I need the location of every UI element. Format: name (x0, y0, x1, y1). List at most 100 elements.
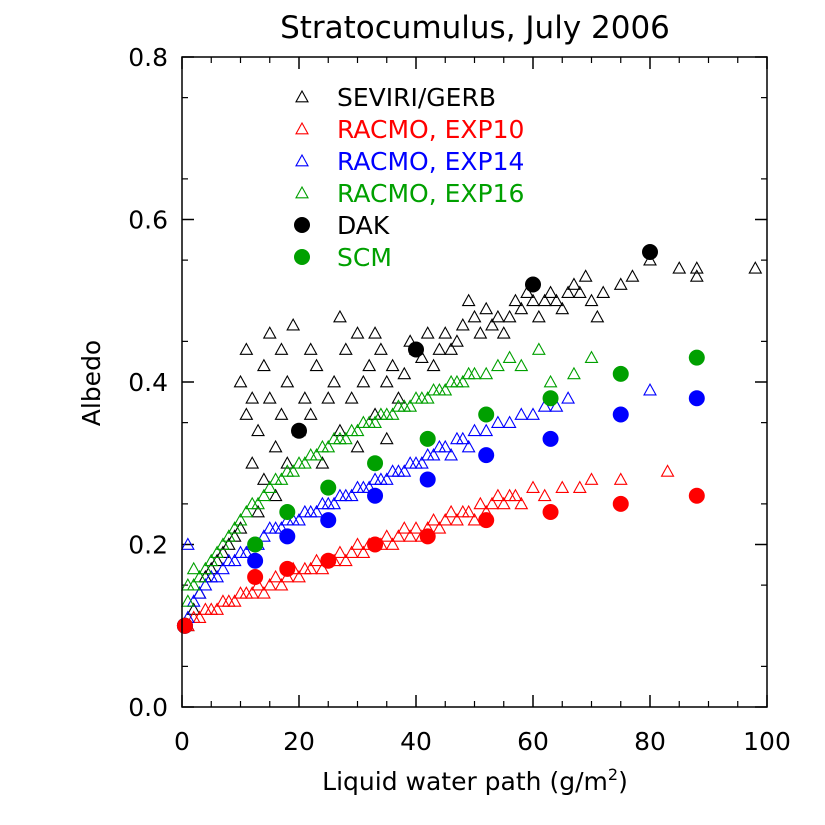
point-racmo-exp16 (409, 391, 423, 404)
point-racmo-exp10 (467, 512, 482, 526)
point-seviri-gerb (385, 358, 400, 372)
point-racmo-exp10 (239, 586, 254, 599)
point-seviri-gerb (262, 391, 277, 404)
point-scm-exp14 (247, 552, 264, 569)
point-racmo-exp10 (537, 488, 552, 502)
point-racmo-exp16 (227, 521, 242, 534)
point-scm-exp10 (688, 487, 705, 504)
point-seviri-gerb (455, 317, 470, 331)
point-seviri-gerb (414, 350, 429, 363)
point-racmo-exp16 (286, 464, 301, 477)
point-dak (642, 244, 658, 260)
point-racmo-exp10 (584, 472, 599, 485)
point-racmo-exp10 (514, 496, 529, 510)
point-racmo-exp14 (432, 439, 447, 453)
point-racmo-exp14 (420, 447, 435, 461)
point-seviri-gerb (309, 358, 324, 372)
point-seviri-gerb (397, 366, 412, 380)
point-racmo-exp10 (198, 602, 213, 615)
point-seviri-gerb (549, 293, 564, 307)
point-racmo-exp16 (333, 431, 347, 445)
point-seviri-gerb (274, 342, 289, 355)
point-racmo-exp16 (297, 456, 312, 469)
x-tick-label: 40 (400, 727, 432, 756)
x-tick-label: 20 (283, 727, 315, 756)
point-seviri-gerb (426, 358, 441, 372)
point-seviri-gerb (526, 293, 540, 307)
point-scm-exp14 (367, 487, 384, 504)
point-racmo-exp10 (485, 496, 499, 510)
point-scm-exp10 (478, 512, 495, 529)
legend-label-dak: DAK (337, 211, 390, 240)
point-racmo-exp16 (239, 504, 254, 518)
point-racmo-exp10 (303, 561, 318, 575)
point-racmo-exp10 (344, 545, 359, 558)
point-seviri-gerb (303, 342, 318, 355)
point-racmo-exp10 (233, 586, 248, 599)
point-seviri-gerb (479, 301, 494, 315)
point-racmo-exp10 (333, 545, 347, 558)
point-racmo-exp10 (210, 602, 225, 615)
point-seviri-gerb (315, 456, 330, 469)
point-racmo-exp10 (268, 569, 283, 583)
point-racmo-exp10 (292, 569, 306, 583)
point-racmo-exp16 (274, 472, 289, 485)
x-axis-label-main: Liquid water path (g/m (322, 767, 608, 796)
point-racmo-exp16 (338, 431, 353, 445)
point-racmo-exp14 (397, 464, 412, 477)
point-racmo-exp10 (280, 569, 295, 583)
point-racmo-exp16 (502, 350, 517, 363)
point-racmo-exp10 (245, 586, 260, 599)
point-seviri-gerb (590, 309, 605, 323)
point-seviri-gerb (251, 423, 265, 437)
point-racmo-exp10 (572, 480, 587, 493)
point-racmo-exp10 (350, 537, 365, 550)
point-seviri-gerb (625, 269, 640, 282)
point-racmo-exp10 (338, 553, 353, 567)
point-racmo-exp16 (303, 447, 318, 461)
point-racmo-exp14 (233, 545, 248, 558)
chart-title: Stratocumulus, July 2006 (280, 10, 670, 46)
point-seviri-gerb (490, 309, 505, 323)
point-scm-exp14 (279, 528, 296, 545)
point-racmo-exp16 (245, 496, 260, 510)
point-racmo-exp14 (344, 488, 359, 502)
point-racmo-exp16 (268, 472, 283, 485)
point-seviri-gerb (373, 342, 388, 355)
point-racmo-exp14 (192, 586, 207, 599)
point-seviri-gerb (356, 374, 371, 388)
point-seviri-gerb (485, 317, 499, 331)
x-tick-label: 60 (517, 727, 549, 756)
point-racmo-exp10 (409, 521, 423, 534)
point-seviri-gerb (572, 285, 587, 298)
point-scm (688, 349, 705, 366)
point-seviri-gerb (297, 391, 312, 404)
point-racmo-exp16 (204, 553, 219, 567)
point-seviri-gerb (233, 374, 248, 388)
x-tick-label: 100 (743, 727, 791, 756)
point-racmo-exp16 (414, 391, 429, 404)
point-seviri-gerb (268, 488, 283, 502)
point-racmo-exp16 (368, 415, 382, 428)
point-racmo-exp10 (660, 464, 675, 477)
x-axis-label: Liquid water path (g/m2) (322, 765, 628, 796)
point-seviri-gerb (567, 277, 581, 290)
point-racmo-exp16 (432, 382, 447, 396)
point-scm-exp10 (542, 504, 559, 520)
point-seviri-gerb (467, 309, 482, 323)
x-axis-label-superscript: 2 (608, 765, 618, 784)
point-seviri-gerb (333, 309, 347, 323)
point-seviri-gerb (391, 391, 406, 404)
point-racmo-exp10 (490, 488, 505, 502)
point-racmo-exp16 (256, 488, 271, 502)
point-racmo-exp16 (426, 382, 441, 396)
point-racmo-exp14 (455, 431, 470, 445)
point-racmo-exp10 (221, 594, 236, 607)
point-racmo-exp16 (543, 374, 558, 388)
point-racmo-exp14 (391, 464, 406, 477)
point-racmo-exp14 (426, 447, 441, 461)
point-racmo-exp14 (350, 480, 365, 493)
point-seviri-gerb (321, 391, 336, 404)
point-seviri-gerb (239, 342, 254, 355)
point-racmo-exp10 (403, 529, 418, 542)
